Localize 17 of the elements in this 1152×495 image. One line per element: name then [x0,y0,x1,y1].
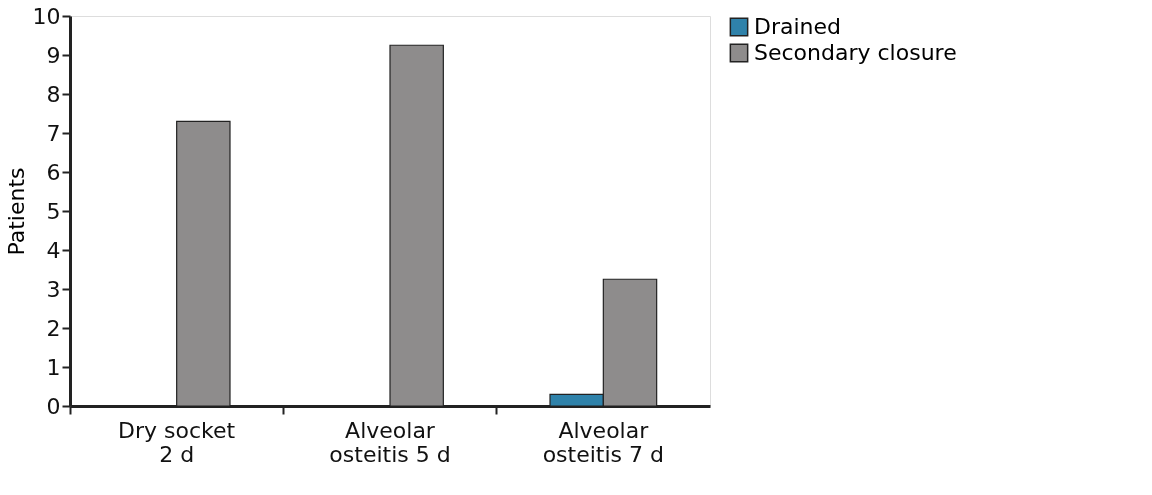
y-tick-label: 2 [46,315,61,341]
y-tick-label: 0 [46,393,61,419]
y-axis-title: Patients [3,167,29,256]
y-tick-label: 5 [46,198,61,224]
y-tick-label: 9 [46,42,61,68]
legend-label: Drained [754,14,842,39]
y-tick-label: 6 [46,159,61,185]
y-tick-label: 7 [46,120,61,146]
x-tick-label: Dry socket 2 d [118,417,236,467]
legend-label: Secondary closure [754,40,957,65]
y-tick-label: 1 [46,354,61,380]
y-tick-label: 3 [46,276,61,302]
y-tick-label: 8 [46,81,61,107]
x-tick-label: Alveolar osteitis 7 d [542,417,665,467]
y-tick-label: 10 [32,3,61,29]
y-tick-label: 4 [46,237,61,263]
x-tick-label: Alveolar osteitis 5 d [329,417,451,467]
